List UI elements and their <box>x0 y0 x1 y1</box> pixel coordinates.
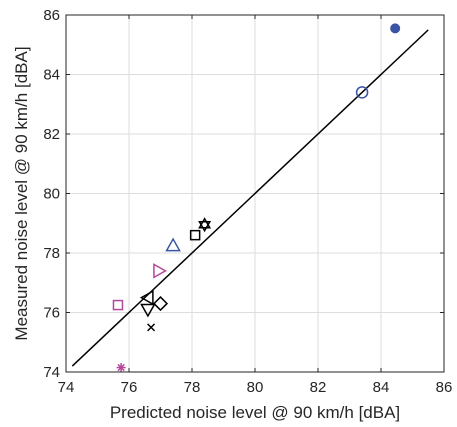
y-tick-label: 84 <box>43 67 60 84</box>
y-tick-label: 80 <box>43 186 60 203</box>
data-point-diamond <box>152 296 169 312</box>
data-point-triangle-down <box>140 303 156 318</box>
y-tick-label: 74 <box>43 364 60 381</box>
data-point-square <box>112 299 124 311</box>
x-tick-label: 78 <box>184 379 201 396</box>
y-axis-ticks: 74 76 78 80 82 84 86 <box>43 7 444 381</box>
data-point-triangle-left <box>139 289 154 306</box>
fit-line-layer <box>71 29 429 367</box>
y-axis-label: Measured noise level @ 90 km/h [dBA] <box>12 46 31 340</box>
x-axis-ticks: 74 76 78 80 82 84 86 <box>58 15 453 396</box>
x-tick-label: 74 <box>58 379 75 396</box>
data-points <box>112 23 401 373</box>
fit-line <box>71 29 429 367</box>
y-tick-label: 78 <box>43 245 60 262</box>
x-tick-label: 84 <box>373 379 390 396</box>
x-tick-label: 80 <box>247 379 264 396</box>
hexagram-triangle <box>198 217 212 229</box>
x-axis-label: Predicted noise level @ 90 km/h [dBA] <box>110 403 400 422</box>
hexagram-triangle <box>198 220 212 233</box>
data-point-triangle-up <box>165 237 181 252</box>
x-marker-stroke <box>147 323 156 332</box>
data-point-x <box>147 323 156 332</box>
y-tick-label: 76 <box>43 305 60 322</box>
x-tick-label: 76 <box>121 379 138 396</box>
data-point-hexagram <box>198 217 212 233</box>
data-point-triangle-right <box>153 263 167 279</box>
x-tick-label: 82 <box>310 379 327 396</box>
data-point-square <box>189 229 201 241</box>
asterisk-stroke <box>117 363 125 372</box>
data-point-circle <box>355 86 369 99</box>
y-tick-label: 82 <box>43 126 60 143</box>
x-tick-label: 86 <box>436 379 453 396</box>
y-tick-label: 86 <box>43 7 60 24</box>
data-point-asterisk <box>116 363 126 373</box>
data-point-filled-circle <box>390 23 401 34</box>
